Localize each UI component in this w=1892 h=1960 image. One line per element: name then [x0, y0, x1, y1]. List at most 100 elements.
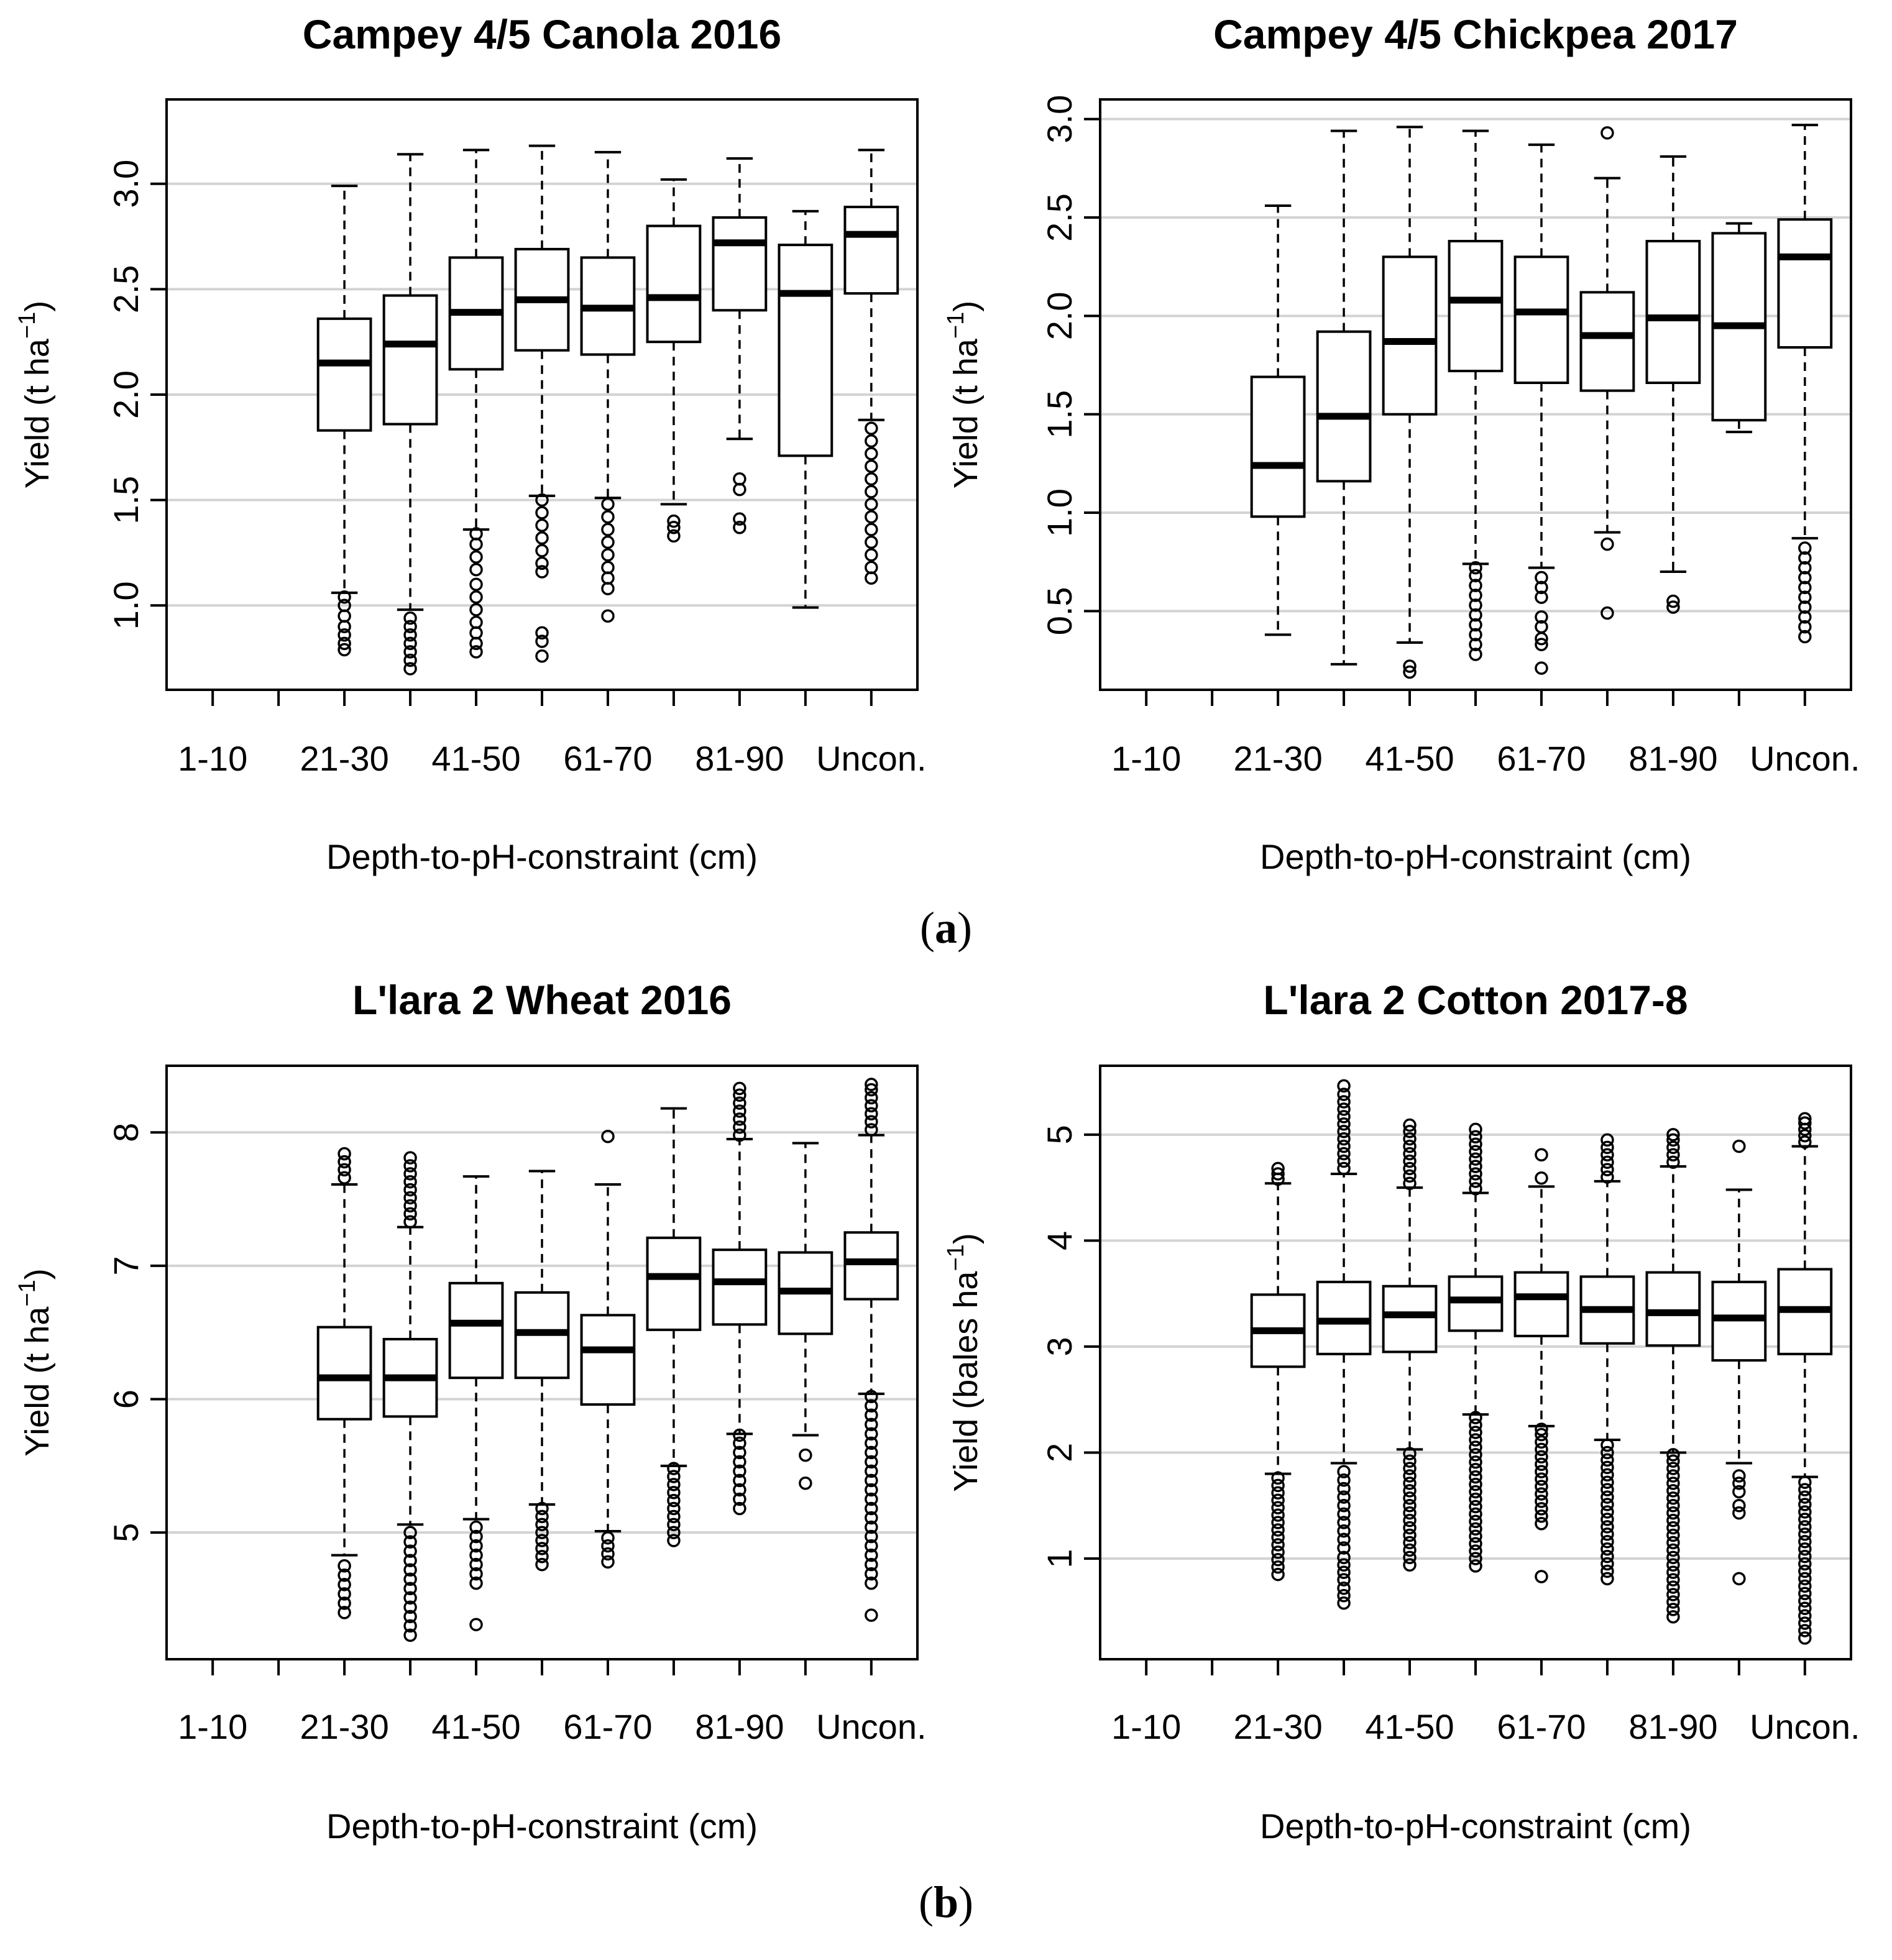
- outlier-point: [1469, 579, 1482, 592]
- outlier-point: [1798, 1112, 1812, 1126]
- outlier-point: [535, 649, 549, 663]
- chart-panel-3: 1-10 21-30 41-50 61-70 81-90 Uncon. 5 6 7 8 L'lara…: [14, 977, 927, 1846]
- box-21-30: [1250, 1161, 1306, 1582]
- box-body: [712, 1248, 768, 1326]
- outlier-point: [1337, 1524, 1351, 1538]
- outlier-point: [1798, 1609, 1812, 1623]
- outlier-point: [1337, 1541, 1351, 1555]
- outlier-point: [1535, 661, 1548, 675]
- y-axis-label-end: ): [947, 301, 985, 312]
- box-91-100: [1711, 1139, 1767, 1586]
- outlier-point: [1337, 1079, 1351, 1093]
- y-tick-label: 8: [106, 1123, 145, 1142]
- outlier-point: [1798, 1542, 1812, 1556]
- outlier-point: [1271, 1552, 1285, 1567]
- outlier-point: [403, 653, 417, 667]
- outlier-point: [1600, 1572, 1614, 1586]
- box-41-50: [448, 149, 504, 659]
- outlier-point: [733, 1096, 746, 1110]
- outlier-point: [733, 1120, 746, 1134]
- outlier-point: [865, 1464, 878, 1478]
- x-axis-label: Depth-to-pH-constraint (cm): [1260, 1807, 1691, 1846]
- outlier-point: [1535, 1495, 1548, 1508]
- outlier-point: [1798, 600, 1812, 614]
- box-71-80: [1579, 1133, 1635, 1586]
- outlier-point: [1271, 1516, 1285, 1529]
- outlier-point: [403, 1183, 417, 1197]
- outlier-point: [733, 1128, 746, 1142]
- outlier-point: [1403, 1161, 1417, 1176]
- outlier-point: [1271, 1546, 1285, 1559]
- outlier-point: [601, 548, 615, 562]
- y-tick-label: 1.5: [1040, 390, 1079, 439]
- outlier-point: [338, 1596, 351, 1610]
- outlier-point: [1666, 1148, 1680, 1161]
- outlier-point: [1403, 1513, 1417, 1527]
- outlier-point: [1535, 1516, 1548, 1531]
- outlier-point: [1469, 588, 1482, 602]
- caption-a-letter: a: [935, 903, 957, 953]
- y-axis-label-sup: −1: [14, 312, 40, 339]
- outlier-point: [1403, 1491, 1417, 1505]
- outlier-point: [1798, 1483, 1812, 1496]
- outlier-point: [1469, 648, 1482, 661]
- outlier-point: [1403, 1176, 1417, 1191]
- outlier-point: [1469, 1130, 1482, 1144]
- outlier-point: [1666, 1558, 1680, 1572]
- y-axis-label-end: ): [947, 1233, 985, 1244]
- outlier-point: [1403, 1558, 1417, 1572]
- outlier-point: [1469, 598, 1482, 612]
- x-tick-label: 1-10: [1111, 1707, 1181, 1746]
- box-body: [1448, 1275, 1504, 1332]
- outlier-point: [865, 485, 878, 498]
- y-tick-label: 1.0: [1040, 488, 1079, 537]
- outlier-point: [1403, 1124, 1417, 1138]
- outlier-point: [865, 548, 878, 562]
- outlier-point: [1666, 1580, 1680, 1594]
- outlier-point: [1469, 608, 1482, 622]
- box-71-80: [646, 1107, 702, 1547]
- box-body: [778, 244, 833, 457]
- outlier-point: [1600, 1534, 1614, 1549]
- outlier-point: [1535, 1148, 1548, 1161]
- outlier-point: [1600, 1475, 1614, 1489]
- outlier-point: [865, 1501, 878, 1516]
- outlier-point: [865, 434, 878, 448]
- outlier-point: [667, 521, 681, 534]
- outlier-point: [667, 1485, 681, 1500]
- outlier-point: [1337, 1573, 1351, 1587]
- outlier-point: [865, 561, 878, 574]
- outlier-point: [1732, 1477, 1746, 1490]
- outlier-point: [1337, 1465, 1351, 1478]
- outlier-point: [1600, 1445, 1614, 1460]
- outlier-point: [1600, 606, 1614, 620]
- outlier-point: [1271, 1478, 1285, 1493]
- outlier-point: [1600, 1468, 1614, 1482]
- outlier-point: [1403, 1447, 1417, 1460]
- x-tick-label: 21-30: [1233, 1707, 1322, 1746]
- outlier-point: [1535, 638, 1548, 651]
- outlier-point: [1403, 1154, 1417, 1168]
- outlier-point: [1666, 1484, 1680, 1498]
- y-axis-label: Yield (bales ha−1): [943, 1233, 985, 1492]
- outlier-point: [733, 472, 746, 486]
- outlier-point: [1469, 1455, 1482, 1469]
- outlier-point: [1666, 1128, 1680, 1142]
- outlier-point: [403, 1563, 417, 1577]
- outlier-point: [865, 1436, 878, 1450]
- outlier-point: [601, 497, 615, 511]
- outlier-point: [338, 628, 351, 642]
- x-tick-label: 1-10: [178, 1707, 247, 1746]
- x-tick-label: 41-50: [1365, 1707, 1454, 1746]
- x-tick-label: 61-70: [563, 739, 652, 778]
- outlier-point: [535, 1550, 549, 1564]
- box-31-40: [382, 1151, 438, 1642]
- outlier-point: [1798, 541, 1812, 555]
- outlier-point: [469, 1520, 483, 1534]
- box-51-60: [514, 144, 570, 663]
- outlier-point: [403, 645, 417, 659]
- outlier-point: [535, 1557, 549, 1572]
- outlier-point: [1600, 1490, 1614, 1504]
- outlier-point: [1666, 1133, 1680, 1147]
- outlier-point: [733, 512, 746, 526]
